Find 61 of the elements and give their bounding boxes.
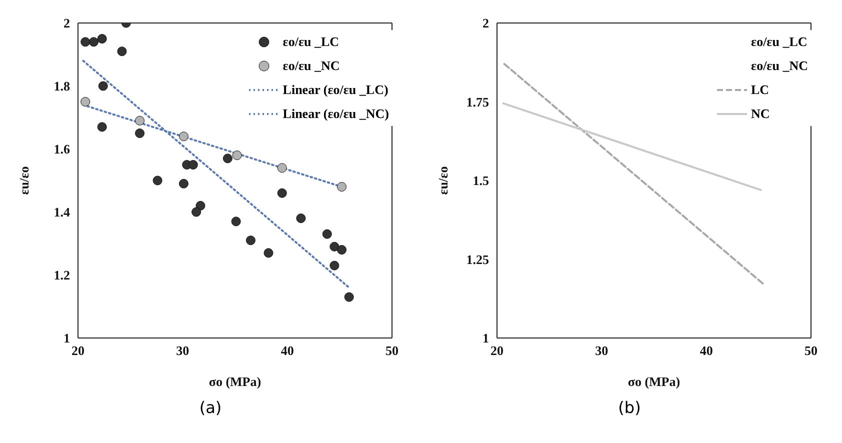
x-tick-label: 30 [595, 343, 608, 358]
point [97, 34, 107, 44]
legend-label: Linear (εo/εu _LC) [282, 81, 388, 99]
point [336, 245, 347, 255]
y-tick-label: 1 [64, 330, 70, 346]
point [188, 160, 198, 170]
point [336, 182, 347, 192]
x-axis-title: σo (MPa) [208, 374, 262, 389]
point [322, 229, 332, 239]
point [296, 214, 306, 224]
y-tick-label: 1.75 [466, 94, 490, 110]
y-tick-label: 1.8 [54, 78, 70, 94]
x-axis-title: σo (MPa) [628, 374, 680, 389]
x-tick-label: 50 [386, 343, 398, 358]
point [97, 122, 107, 132]
legend-label: NC [751, 105, 770, 123]
point [330, 242, 340, 252]
x-tick-label: 40 [280, 343, 294, 358]
point [80, 96, 90, 107]
y-tick-label: 1.5 [472, 173, 490, 188]
point [330, 260, 340, 270]
text: (b) [617, 398, 642, 417]
y-tick-label: 2 [64, 16, 70, 31]
legend-label: εo/εu _NC [282, 57, 340, 75]
point [246, 236, 256, 246]
point [117, 46, 127, 56]
x-tick-label: 50 [804, 343, 818, 358]
y-tick-label: 1 [482, 330, 489, 346]
point [134, 116, 145, 126]
y-tick-label: 1.6 [54, 142, 70, 157]
y-axis-title: εu/εo [16, 166, 32, 195]
point [192, 207, 202, 217]
annotation: εo/εu _LC [750, 33, 808, 51]
x-tick-label: 20 [72, 343, 84, 358]
text: (a) [198, 398, 223, 417]
x-tick-label: 30 [176, 343, 190, 358]
point [231, 216, 241, 226]
point [98, 81, 108, 91]
point [134, 128, 145, 138]
point [277, 163, 287, 173]
point [232, 150, 242, 160]
point [277, 188, 287, 198]
legend-label: Linear (εo/εu _NC) [282, 105, 389, 123]
point [264, 248, 274, 258]
point [178, 132, 188, 142]
point [222, 154, 232, 164]
x-tick-label: 40 [700, 343, 713, 358]
point [88, 37, 98, 47]
legend-label: εo/εu _LC [282, 33, 340, 51]
point [344, 292, 354, 302]
point [80, 37, 90, 47]
y-tick-label: 1.2 [54, 268, 70, 283]
y-tick-label: 1.25 [466, 252, 490, 267]
annotation: εo/εu _NC [750, 57, 808, 75]
x-tick-label: 20 [490, 343, 504, 358]
y-tick-label: 1.4 [54, 204, 70, 220]
point [178, 178, 188, 188]
point [152, 176, 162, 186]
y-axis-title: εu/εo [436, 166, 451, 195]
y-tick-label: 2 [482, 16, 489, 31]
legend-label: LC [751, 81, 770, 99]
